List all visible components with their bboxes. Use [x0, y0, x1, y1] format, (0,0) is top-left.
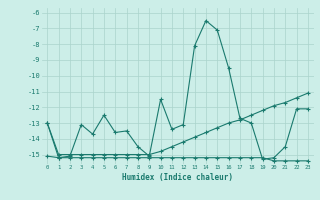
X-axis label: Humidex (Indice chaleur): Humidex (Indice chaleur) — [122, 173, 233, 182]
